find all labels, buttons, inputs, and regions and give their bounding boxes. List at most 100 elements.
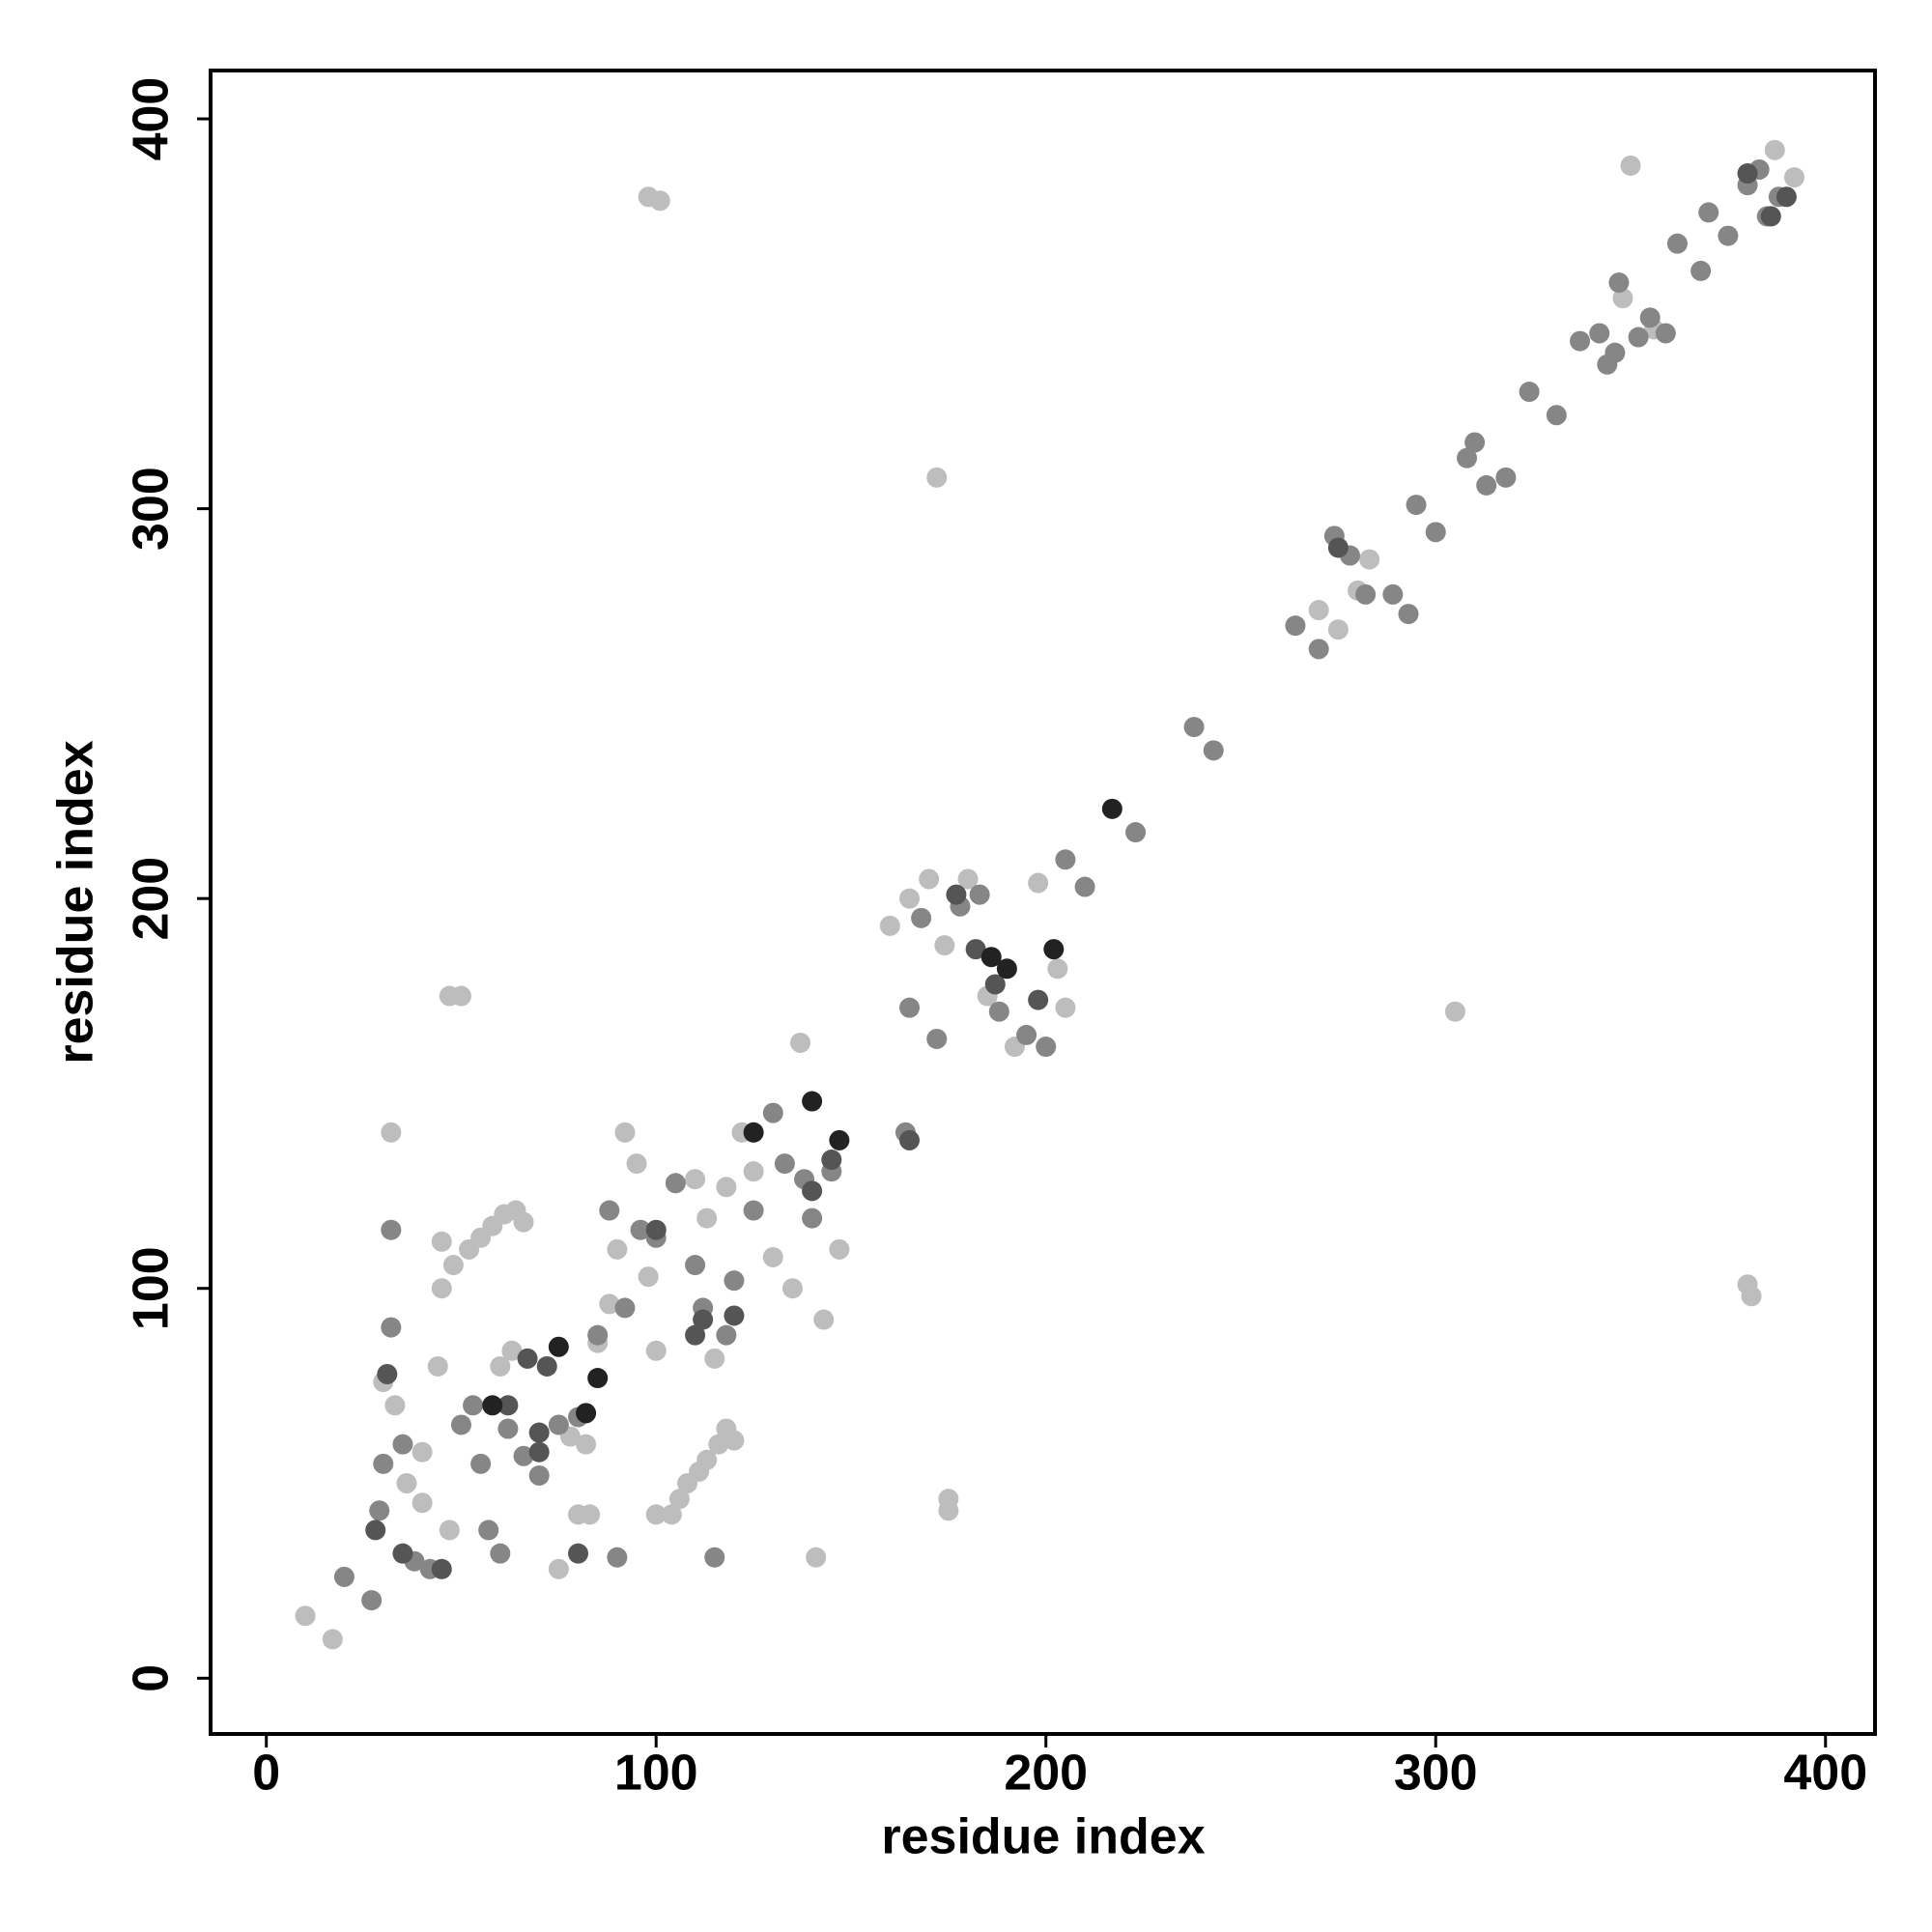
point	[980, 947, 1002, 968]
point	[926, 467, 948, 488]
y-tick-label: 400	[124, 77, 180, 161]
point	[580, 1504, 601, 1525]
point	[528, 1422, 550, 1443]
point	[1546, 405, 1567, 426]
point	[762, 1102, 783, 1123]
point	[645, 1504, 667, 1525]
point	[1308, 639, 1329, 660]
point	[829, 1129, 850, 1151]
point	[450, 1414, 471, 1435]
point	[392, 1543, 413, 1564]
point	[373, 1453, 394, 1474]
point	[365, 1520, 386, 1541]
point	[1125, 822, 1147, 843]
point	[1457, 447, 1478, 469]
point	[716, 1324, 737, 1346]
point	[333, 1566, 355, 1587]
point	[1425, 522, 1446, 543]
y-tick-label: 100	[124, 1246, 180, 1330]
point	[450, 985, 471, 1007]
point	[463, 1395, 484, 1416]
y-axis-title: residue index	[48, 740, 104, 1064]
point	[587, 1324, 609, 1346]
point	[1047, 958, 1068, 980]
point	[685, 1169, 706, 1190]
point	[806, 1547, 827, 1568]
point	[898, 1129, 920, 1151]
point	[969, 884, 990, 905]
point	[501, 1340, 523, 1361]
point	[1055, 997, 1076, 1018]
point	[685, 1324, 706, 1346]
point	[1074, 876, 1095, 897]
point	[513, 1211, 534, 1233]
point	[1760, 206, 1781, 227]
point	[1183, 717, 1205, 738]
x-tick-label: 100	[614, 1746, 698, 1802]
point	[431, 1278, 452, 1299]
point	[879, 915, 900, 936]
point	[1718, 225, 1739, 246]
point	[497, 1395, 519, 1416]
point	[1764, 139, 1785, 160]
point	[1359, 549, 1380, 570]
point	[1464, 432, 1486, 453]
point	[377, 1364, 398, 1385]
point	[1519, 382, 1540, 403]
point	[548, 1558, 569, 1579]
point	[661, 1504, 682, 1525]
point	[802, 1091, 823, 1112]
point	[528, 1441, 550, 1463]
point	[790, 1032, 811, 1053]
point	[926, 1028, 948, 1049]
point	[743, 1122, 764, 1143]
point	[1608, 272, 1630, 294]
point	[1203, 740, 1224, 761]
point	[478, 1520, 499, 1541]
point	[821, 1150, 842, 1171]
point	[630, 1219, 651, 1240]
point	[1737, 163, 1758, 185]
point	[392, 1434, 413, 1455]
point	[381, 1317, 402, 1338]
point	[1639, 307, 1661, 328]
point	[774, 1153, 795, 1175]
point	[1476, 474, 1497, 496]
y-tick-label: 200	[124, 857, 180, 941]
point	[1444, 1001, 1465, 1022]
point	[427, 1355, 448, 1377]
point	[528, 1464, 550, 1486]
point	[716, 1177, 737, 1198]
point	[1355, 583, 1377, 605]
point	[431, 1558, 452, 1579]
point	[934, 935, 955, 956]
point	[1055, 849, 1076, 870]
point	[708, 1434, 729, 1455]
point	[384, 1395, 406, 1416]
point	[1406, 495, 1427, 516]
x-axis-title: residue index	[881, 1809, 1205, 1865]
point	[1398, 604, 1419, 625]
point	[762, 1246, 783, 1267]
point	[911, 907, 932, 928]
point	[322, 1629, 343, 1650]
point	[743, 1161, 764, 1182]
x-tick-label: 300	[1394, 1746, 1478, 1802]
point	[965, 939, 986, 960]
point	[693, 1309, 714, 1330]
y-tick-label: 300	[124, 467, 180, 551]
point	[607, 1238, 628, 1260]
point	[898, 888, 920, 909]
point	[1495, 467, 1517, 488]
point	[898, 997, 920, 1018]
point	[781, 1278, 803, 1299]
point	[626, 1153, 647, 1175]
point	[607, 1547, 628, 1568]
point	[946, 884, 967, 905]
point	[1612, 288, 1634, 309]
point	[919, 868, 940, 890]
point	[1698, 202, 1719, 223]
point	[704, 1547, 725, 1568]
point	[517, 1348, 538, 1369]
point	[1783, 167, 1804, 188]
